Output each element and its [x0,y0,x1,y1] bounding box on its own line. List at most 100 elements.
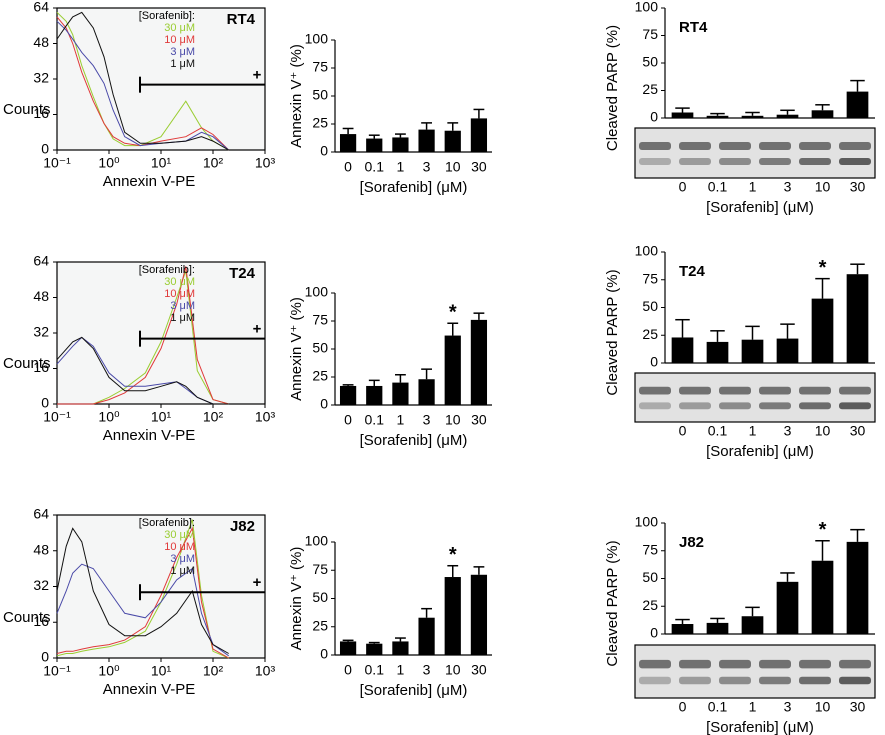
bar [470,118,488,152]
blot-band [639,158,671,165]
bar [366,385,383,405]
cell-line-label: RT4 [227,11,256,28]
blot-band [799,659,831,669]
x-tick-label: 30 [471,412,487,428]
plot-area [56,514,266,659]
x-tick-label: 10⁻¹ [43,663,71,679]
y-tick-label: 75 [312,59,328,75]
bar [444,577,461,655]
cell-line-label: T24 [679,263,706,280]
blot-band [799,676,831,685]
legend-entry: 30 μM [164,22,195,34]
x-tick-label: 10³ [255,409,276,425]
y-tick-label: 100 [305,284,329,300]
blot-band [799,386,831,395]
bar [392,641,409,655]
bar [339,641,357,655]
y-tick-label: 16 [33,613,49,629]
blot-band [759,676,791,685]
cell-line-label: RT4 [679,19,708,36]
y-tick-label: 0 [41,395,49,411]
x-axis-label: [Sorafenib] (μM) [706,199,814,216]
x-axis-label: [Sorafenib] (μM) [706,719,814,735]
y-axis-label: Annexin V⁺ (%) [288,547,305,651]
x-tick-label: 3 [784,699,792,715]
cell-line-label: J82 [230,518,255,535]
y-axis-label: Counts [3,355,51,372]
blot-band [799,158,831,165]
y-tick-label: 0 [320,143,328,159]
bar [470,319,488,405]
y-tick-label: 25 [642,81,658,97]
x-tick-label: 10 [445,412,461,428]
x-tick-label: 10³ [255,155,276,171]
y-axis-label: Annexin V⁺ (%) [288,297,305,401]
x-tick-label: 10⁰ [98,663,120,679]
x-tick-label: 10⁻¹ [43,409,71,425]
bar [811,298,834,363]
blot-band [839,158,871,165]
x-tick-label: 10³ [255,663,276,679]
legend-entry: 1 μM [170,58,195,70]
y-tick-label: 0 [41,141,49,157]
bar [470,574,488,655]
bar [811,560,834,634]
histogram-line [56,336,229,405]
x-tick-label: 0 [344,412,352,428]
y-tick-label: 16 [33,105,49,121]
blot-band [719,386,751,395]
blot-band [759,659,791,669]
blot-band [679,676,711,685]
bar [741,115,764,118]
x-tick-label: 0.1 [365,159,385,175]
y-axis-label: Cleaved PARP (%) [604,25,621,151]
blot-band [639,659,671,669]
x-tick-label: 1 [397,412,405,428]
y-tick-label: 50 [642,298,658,314]
y-axis-label: Cleaved PARP (%) [604,540,621,666]
x-tick-label: 30 [471,662,487,678]
y-tick-label: 32 [33,324,49,340]
y-tick-label: 0 [650,625,658,641]
y-tick-label: 0 [650,109,658,125]
y-tick-label: 0 [320,396,328,412]
y-tick-label: 16 [33,359,49,375]
bar [444,130,461,152]
legend-entry: 3 μM [170,46,195,58]
x-tick-label: 1 [749,423,757,439]
bar [776,114,799,118]
x-tick-label: 0.1 [365,412,385,428]
histogram-line [56,12,229,151]
y-tick-label: 100 [635,243,659,259]
blot-band [719,158,751,165]
x-axis-label: Annexin V-PE [103,427,196,444]
y-tick-label: 32 [33,577,49,593]
x-tick-label: 0.1 [708,423,728,439]
gate-label: + [253,67,262,84]
bar [418,617,435,655]
x-axis-label: [Sorafenib] (μM) [360,682,468,699]
blot-band [639,402,671,410]
bar [671,112,694,118]
legend-entry: 30 μM [164,276,195,288]
bar [392,382,409,405]
y-tick-label: 100 [305,533,329,549]
blot-band [679,659,711,669]
bar [392,137,409,152]
x-tick-label: 30 [850,423,866,439]
cell-line-label: T24 [229,265,256,282]
y-tick-label: 64 [33,506,49,522]
x-tick-label: 10¹ [151,409,172,425]
blot [634,372,876,423]
histogram-line [56,519,229,659]
y-tick-label: 25 [312,115,328,131]
x-tick-label: 3 [423,159,431,175]
blot-band [799,142,831,150]
x-tick-label: 10 [815,699,831,715]
y-tick-label: 25 [312,617,328,633]
y-tick-label: 32 [33,70,49,86]
legend-entry: 10 μM [164,541,195,553]
blot-band [759,402,791,410]
blot-band [839,386,871,395]
